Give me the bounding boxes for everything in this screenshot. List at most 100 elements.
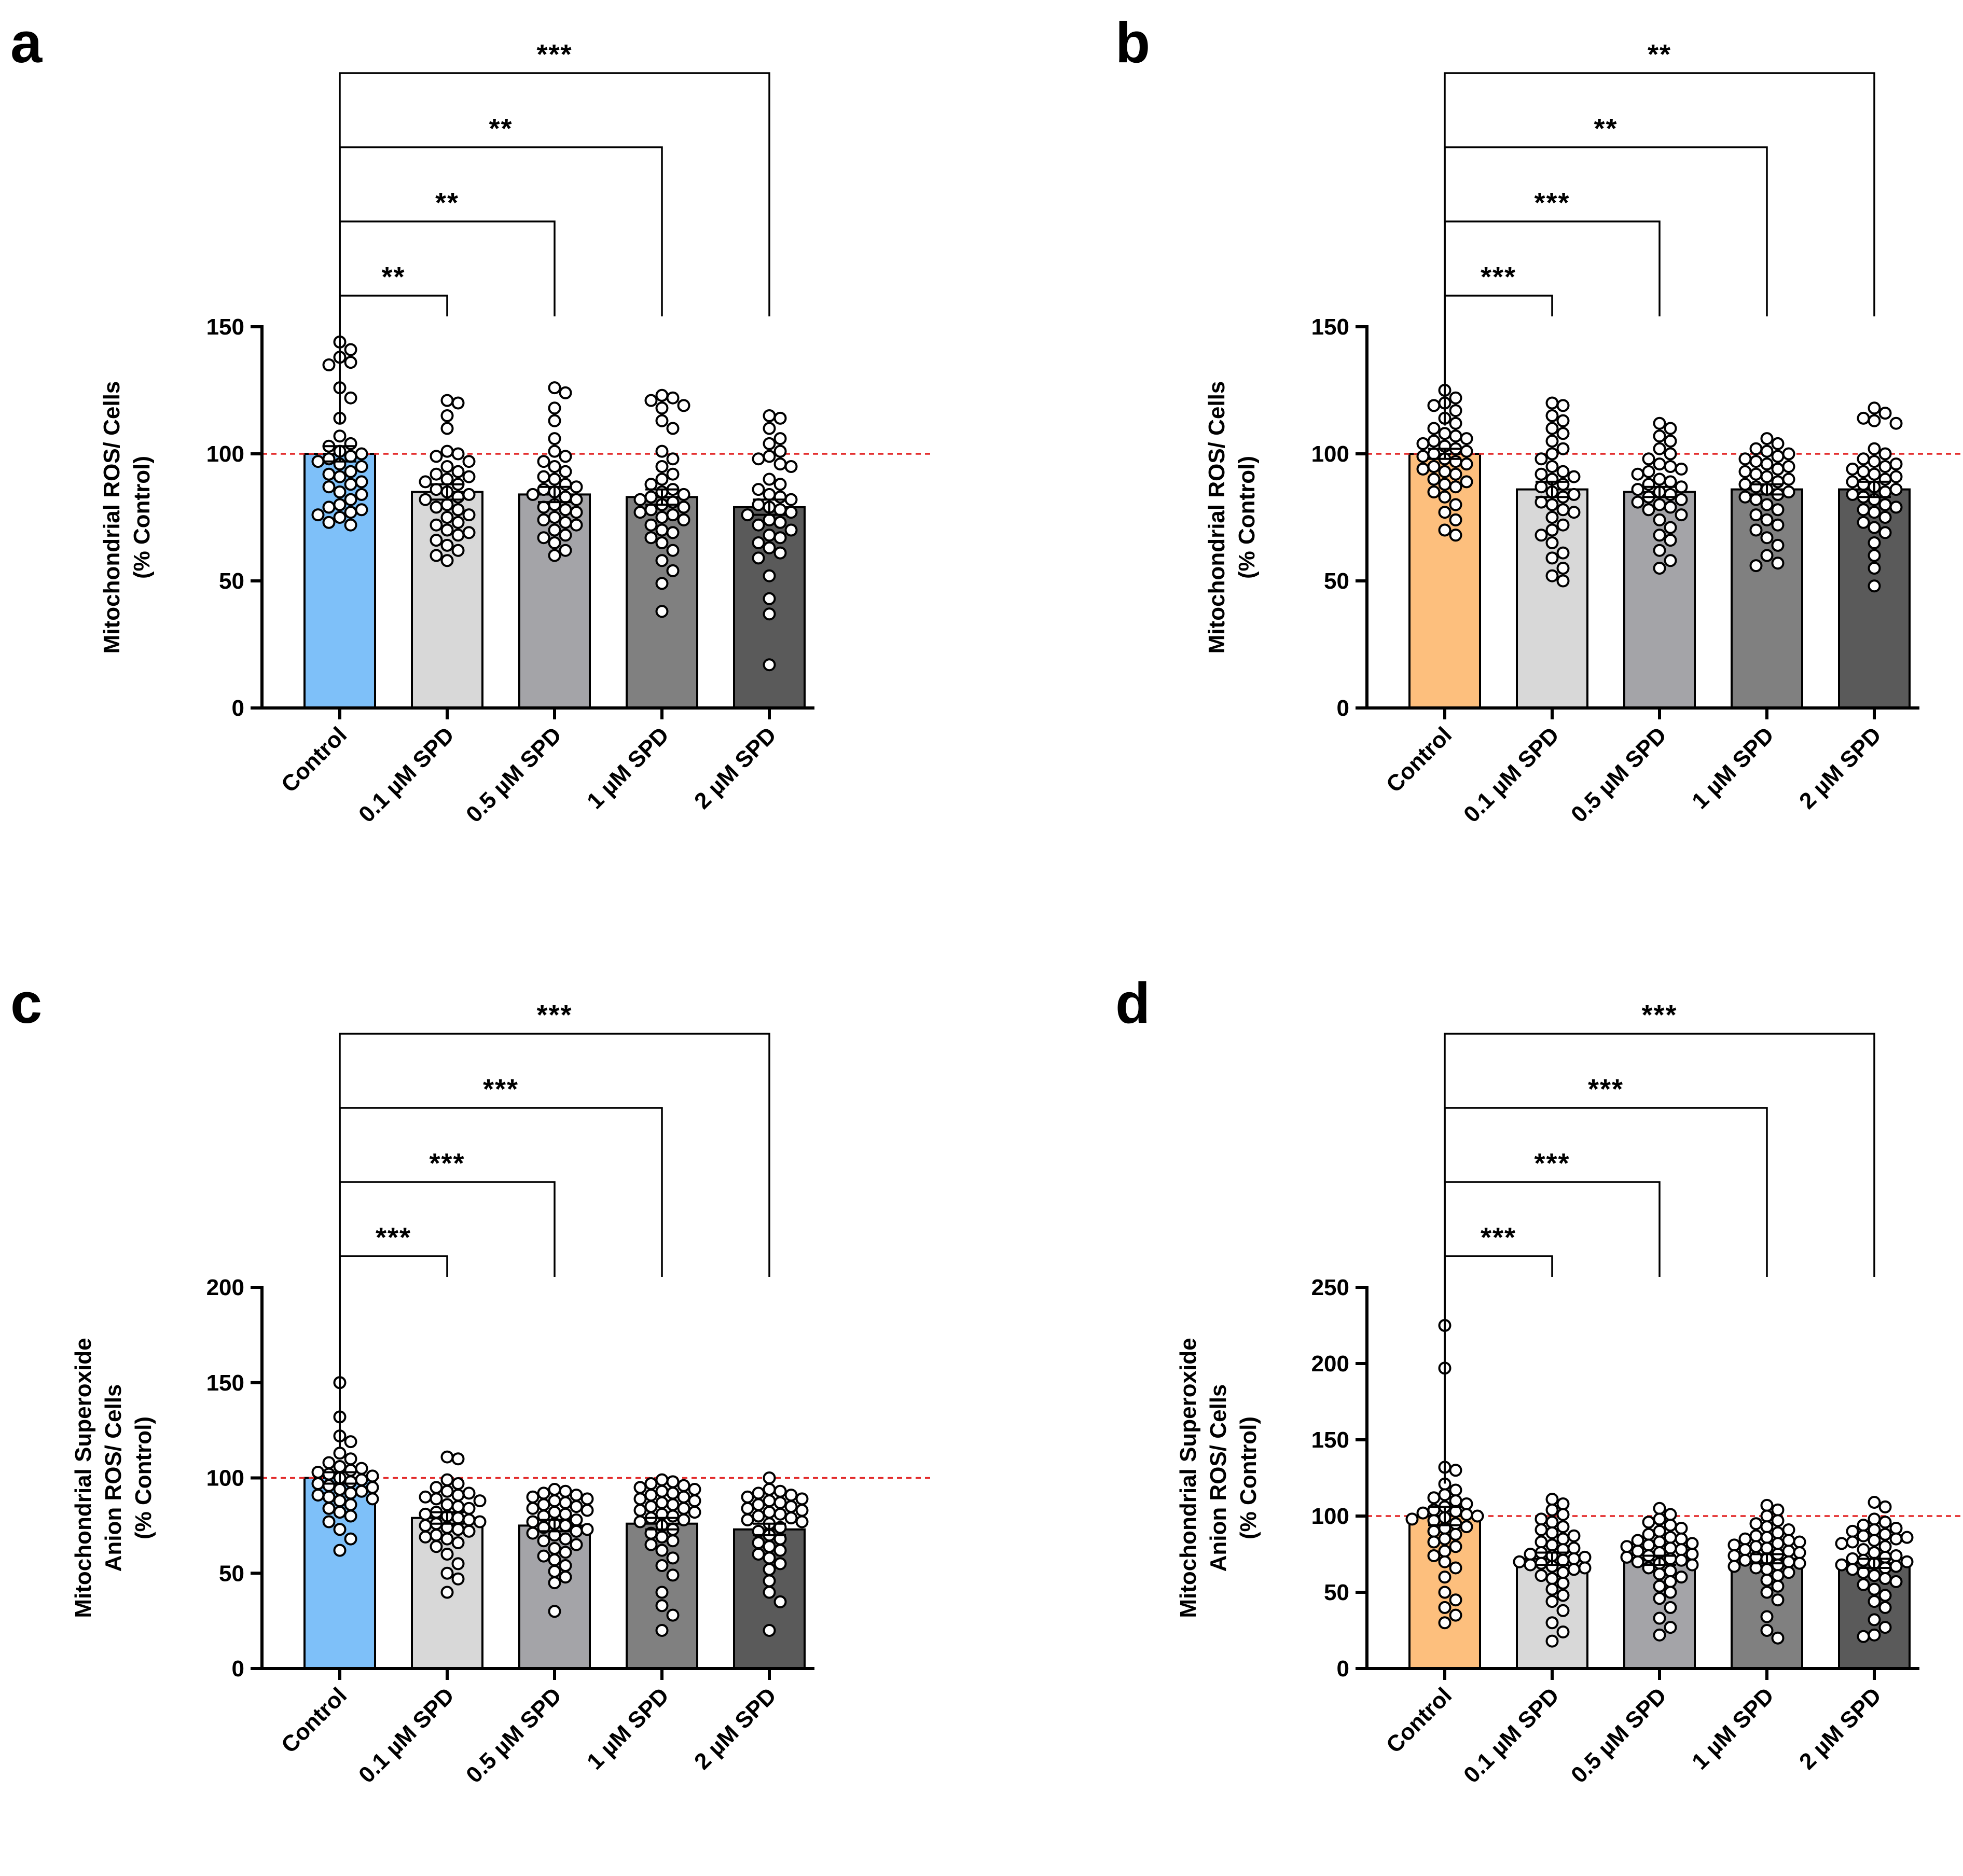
data-point-d-4-19 xyxy=(1878,1550,1892,1564)
data-point-a-0-32 xyxy=(333,511,347,524)
data-point-d-4-4 xyxy=(1857,1519,1870,1532)
chart-a: a 0 50 100 150 Control 0.1 µM SPD 0.5 µM SPD 1 µ… xyxy=(10,11,934,827)
data-point-b-3-30 xyxy=(1771,538,1785,552)
data-point-d-3-4 xyxy=(1749,1517,1763,1531)
y-tick-label-c-3: 150 xyxy=(206,1370,244,1396)
data-point-b-4-17 xyxy=(1857,478,1870,491)
data-point-c-3-22 xyxy=(633,1515,647,1528)
data-point-b-2-22 xyxy=(1653,498,1666,511)
data-point-c-3-0 xyxy=(655,1473,669,1486)
data-point-d-2-13 xyxy=(1642,1538,1655,1552)
data-point-c-0-7 xyxy=(333,1460,347,1473)
category-label-d-0: Control xyxy=(1381,1683,1457,1758)
data-point-c-4-2 xyxy=(773,1484,787,1498)
data-point-b-0-7 xyxy=(1427,422,1441,435)
category-label-b-2: 0.5 µM SPD xyxy=(1566,722,1671,827)
data-point-a-2-10 xyxy=(537,470,550,483)
data-point-c-3-29 xyxy=(655,1544,669,1557)
y-tick-label-d-0: 0 xyxy=(1337,1656,1349,1682)
data-point-a-1-20 xyxy=(440,498,454,511)
y-tick-label-d-5: 250 xyxy=(1311,1275,1349,1300)
y-tick-label-a-3: 150 xyxy=(206,314,244,340)
data-point-d-2-16 xyxy=(1675,1543,1688,1557)
data-point-c-0-32 xyxy=(344,1532,357,1546)
data-point-a-4-1 xyxy=(773,411,787,425)
data-point-b-3-5 xyxy=(1771,450,1785,463)
data-point-c-4-32 xyxy=(763,1586,776,1599)
chart-b: b 0 50 100 150 Control 0.1 µM SPD 0.5 µM SPD 1 µ… xyxy=(1115,11,1963,827)
data-point-c-0-8 xyxy=(355,1462,368,1475)
data-point-b-4-2 xyxy=(1857,411,1870,425)
data-point-b-4-19 xyxy=(1889,483,1903,496)
data-point-d-0-17 xyxy=(1405,1512,1419,1526)
data-point-d-2-35 xyxy=(1664,1601,1677,1614)
significance-bracket-c-3 xyxy=(339,1033,770,1449)
data-point-a-4-4 xyxy=(763,437,776,450)
data-point-a-0-15 xyxy=(311,455,325,468)
data-point-d-0-14 xyxy=(1460,1508,1473,1521)
data-point-c-4-5 xyxy=(741,1490,754,1504)
data-point-b-0-21 xyxy=(1427,460,1441,473)
data-point-a-4-0 xyxy=(763,409,776,422)
data-point-a-1-21 xyxy=(430,501,443,514)
data-point-d-3-30 xyxy=(1760,1563,1774,1576)
data-point-a-0-23 xyxy=(322,480,336,494)
data-point-b-4-1 xyxy=(1878,407,1892,420)
data-point-c-3-32 xyxy=(666,1568,680,1582)
data-point-d-1-18 xyxy=(1578,1550,1592,1564)
data-point-b-0-16 xyxy=(1427,447,1441,461)
data-point-b-0-34 xyxy=(1438,523,1451,537)
data-point-d-4-0 xyxy=(1868,1496,1881,1509)
data-point-d-4-10 xyxy=(1900,1531,1914,1544)
data-point-a-0-24 xyxy=(333,485,347,498)
data-point-b-4-32 xyxy=(1868,536,1881,549)
data-point-b-1-23 xyxy=(1567,506,1581,519)
data-point-d-2-1 xyxy=(1664,1508,1677,1521)
data-point-c-0-6 xyxy=(322,1456,336,1469)
data-point-d-3-32 xyxy=(1771,1569,1785,1582)
data-point-c-1-4 xyxy=(430,1481,443,1494)
data-point-b-2-32 xyxy=(1653,562,1666,575)
category-label-a-0: Control xyxy=(277,722,352,797)
data-point-a-1-33 xyxy=(430,549,443,562)
data-point-d-3-2 xyxy=(1760,1509,1774,1523)
data-point-b-2-24 xyxy=(1642,503,1655,517)
data-point-c-0-19 xyxy=(333,1483,347,1496)
data-point-c-3-16 xyxy=(633,1504,647,1517)
data-point-c-3-31 xyxy=(655,1559,669,1573)
data-point-b-3-0 xyxy=(1760,432,1774,446)
data-point-b-0-15 xyxy=(1460,444,1473,458)
category-label-c-4: 2 µM SPD xyxy=(689,1683,781,1774)
data-point-c-4-30 xyxy=(763,1563,776,1576)
y-axis-label-c-2: (% Control) xyxy=(131,1416,156,1539)
significance-bracket-d-0 xyxy=(1444,1255,1553,1484)
data-point-b-1-30 xyxy=(1545,551,1559,565)
data-point-b-2-1 xyxy=(1664,422,1677,435)
significance-bracket-b-1 xyxy=(1444,220,1661,426)
data-point-b-0-30 xyxy=(1438,490,1451,504)
data-point-d-1-29 xyxy=(1545,1572,1559,1586)
data-point-a-3-24 xyxy=(655,511,669,524)
data-point-a-3-23 xyxy=(666,508,680,522)
data-point-c-2-11 xyxy=(580,1504,594,1517)
data-point-b-2-12 xyxy=(1653,473,1666,486)
data-point-b-2-26 xyxy=(1653,513,1666,526)
data-point-a-2-0 xyxy=(548,381,561,395)
data-point-a-4-9 xyxy=(784,460,798,473)
data-point-b-0-35 xyxy=(1449,529,1462,542)
data-point-d-0-22 xyxy=(1427,1524,1441,1538)
data-point-a-1-4 xyxy=(440,444,454,458)
data-point-a-2-7 xyxy=(537,455,550,468)
data-point-b-1-15 xyxy=(1556,478,1570,491)
data-point-a-3-12 xyxy=(644,478,658,491)
data-point-c-1-7 xyxy=(451,1489,465,1502)
data-point-c-3-26 xyxy=(655,1530,669,1544)
data-point-b-1-5 xyxy=(1556,427,1570,440)
data-point-c-0-26 xyxy=(344,1498,357,1511)
data-point-c-0-24 xyxy=(366,1492,379,1506)
data-point-c-1-27 xyxy=(440,1532,454,1546)
data-point-b-4-24 xyxy=(1878,498,1892,511)
data-point-b-1-22 xyxy=(1556,503,1570,517)
data-point-a-3-11 xyxy=(655,473,669,486)
data-point-d-3-15 xyxy=(1749,1540,1763,1553)
